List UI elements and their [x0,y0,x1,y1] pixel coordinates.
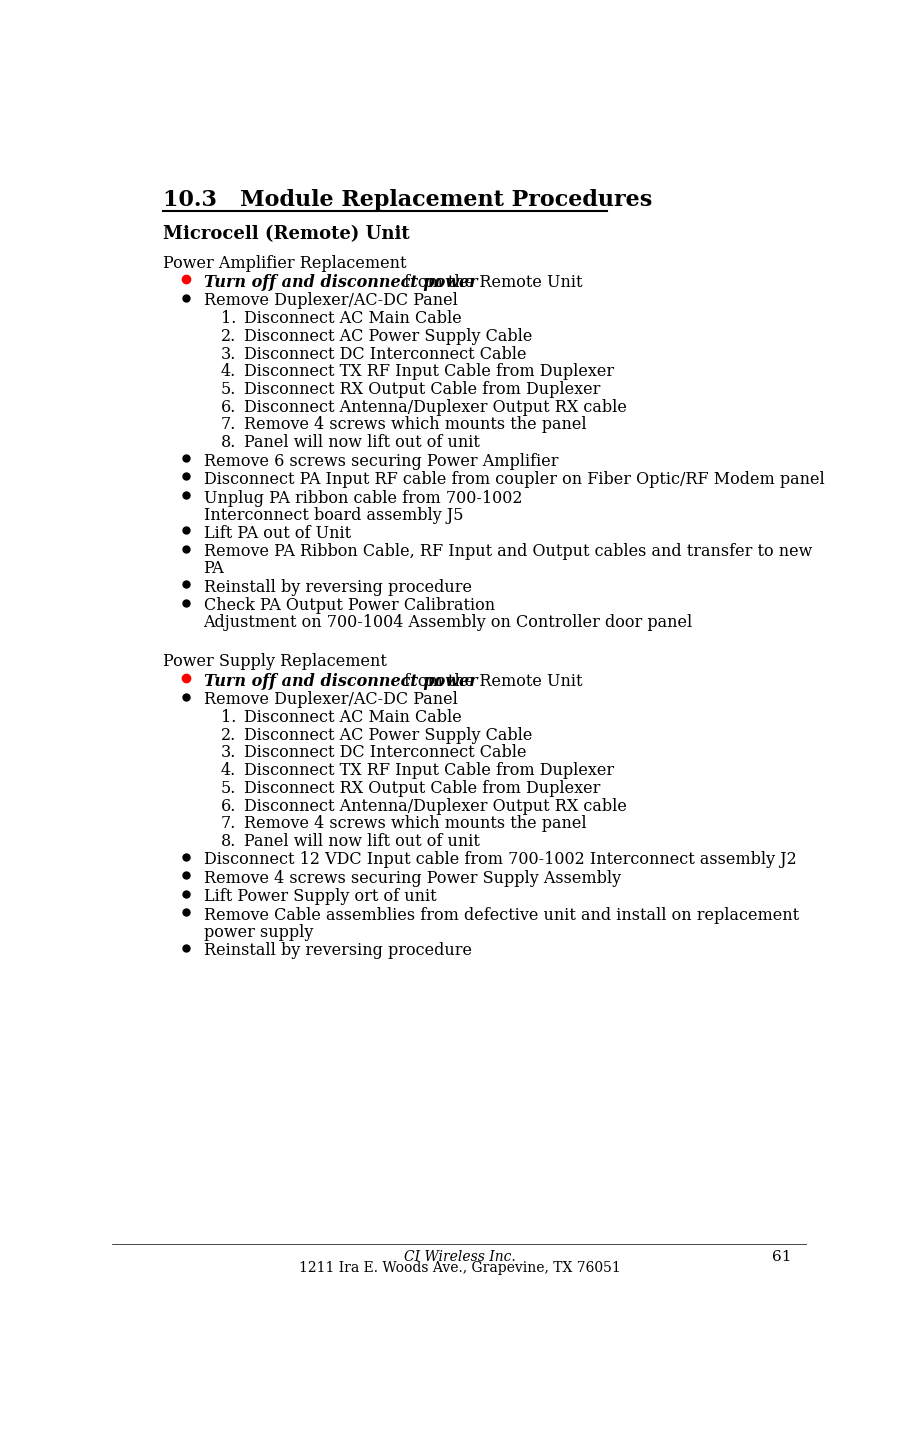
Text: Lift Power Supply ort of unit: Lift Power Supply ort of unit [204,889,436,906]
Text: 2.: 2. [221,727,236,744]
Text: Remove Duplexer/AC-DC Panel: Remove Duplexer/AC-DC Panel [204,691,457,708]
Text: 7.: 7. [221,416,236,434]
Text: Disconnect AC Main Cable: Disconnect AC Main Cable [244,709,462,727]
Text: Check PA Output Power Calibration: Check PA Output Power Calibration [204,597,495,615]
Text: Disconnect PA Input RF cable from coupler on Fiber Optic/RF Modem panel: Disconnect PA Input RF cable from couple… [204,471,824,488]
Text: Disconnect TX RF Input Cable from Duplexer: Disconnect TX RF Input Cable from Duplex… [244,363,614,381]
Text: 5.: 5. [221,780,236,797]
Text: 6.: 6. [221,399,236,415]
Text: 3.: 3. [221,346,236,362]
Text: Power Amplifier Replacement: Power Amplifier Replacement [162,256,406,273]
Text: 3.: 3. [221,744,236,761]
Text: Interconnect board assembly J5: Interconnect board assembly J5 [204,507,463,524]
Text: Disconnect RX Output Cable from Duplexer: Disconnect RX Output Cable from Duplexer [244,381,600,398]
Text: from the Remote Unit: from the Remote Unit [399,274,582,292]
Text: Remove 4 screws which mounts the panel: Remove 4 screws which mounts the panel [244,416,587,434]
Text: 5.: 5. [221,381,236,398]
Text: 10.3   Module Replacement Procedures: 10.3 Module Replacement Procedures [162,190,652,211]
Text: Disconnect Antenna/Duplexer Output RX cable: Disconnect Antenna/Duplexer Output RX ca… [244,399,627,415]
Text: 1211 Ira E. Woods Ave., Grapevine, TX 76051: 1211 Ira E. Woods Ave., Grapevine, TX 76… [299,1261,621,1275]
Text: Disconnect AC Power Supply Cable: Disconnect AC Power Supply Cable [244,327,532,345]
Text: Remove PA Ribbon Cable, RF Input and Output cables and transfer to new: Remove PA Ribbon Cable, RF Input and Out… [204,543,812,560]
Text: Disconnect TX RF Input Cable from Duplexer: Disconnect TX RF Input Cable from Duplex… [244,763,614,780]
Text: Lift PA out of Unit: Lift PA out of Unit [204,526,351,541]
Text: Disconnect DC Interconnect Cable: Disconnect DC Interconnect Cable [244,744,527,761]
Text: Unplug PA ribbon cable from 700-1002: Unplug PA ribbon cable from 700-1002 [204,490,522,507]
Text: Disconnect DC Interconnect Cable: Disconnect DC Interconnect Cable [244,346,527,362]
Text: Panel will now lift out of unit: Panel will now lift out of unit [244,833,480,850]
Text: 8.: 8. [221,434,236,451]
Text: CI Wireless Inc.: CI Wireless Inc. [404,1251,516,1264]
Text: Remove Cable assemblies from defective unit and install on replacement: Remove Cable assemblies from defective u… [204,908,798,923]
Text: Panel will now lift out of unit: Panel will now lift out of unit [244,434,480,451]
Text: Remove 6 screws securing Power Amplifier: Remove 6 screws securing Power Amplifier [204,452,558,470]
Text: 8.: 8. [221,833,236,850]
Text: Reinstall by reversing procedure: Reinstall by reversing procedure [204,579,472,596]
Text: power supply: power supply [204,923,313,941]
Text: 7.: 7. [221,816,236,833]
Text: 2.: 2. [221,327,236,345]
Text: Turn off and disconnect power: Turn off and disconnect power [204,673,477,689]
Text: Microcell (Remote) Unit: Microcell (Remote) Unit [162,224,409,243]
Text: 1.: 1. [221,310,236,327]
Text: Disconnect AC Power Supply Cable: Disconnect AC Power Supply Cable [244,727,532,744]
Text: 6.: 6. [221,797,236,814]
Text: Adjustment on 700-1004 Assembly on Controller door panel: Adjustment on 700-1004 Assembly on Contr… [204,615,692,632]
Text: PA: PA [204,560,224,577]
Text: Remove 4 screws securing Power Supply Assembly: Remove 4 screws securing Power Supply As… [204,870,621,887]
Text: from the Remote Unit: from the Remote Unit [399,673,582,689]
Text: Remove 4 screws which mounts the panel: Remove 4 screws which mounts the panel [244,816,587,833]
Text: Disconnect Antenna/Duplexer Output RX cable: Disconnect Antenna/Duplexer Output RX ca… [244,797,627,814]
Text: Power Supply Replacement: Power Supply Replacement [162,653,387,669]
Text: 1.: 1. [221,709,236,727]
Text: Disconnect AC Main Cable: Disconnect AC Main Cable [244,310,462,327]
Text: Remove Duplexer/AC-DC Panel: Remove Duplexer/AC-DC Panel [204,293,457,309]
Text: Reinstall by reversing procedure: Reinstall by reversing procedure [204,942,472,959]
Text: Disconnect 12 VDC Input cable from 700-1002 Interconnect assembly J2: Disconnect 12 VDC Input cable from 700-1… [204,852,797,869]
Text: 4.: 4. [221,363,236,381]
Text: 61: 61 [772,1251,792,1264]
Text: Disconnect RX Output Cable from Duplexer: Disconnect RX Output Cable from Duplexer [244,780,600,797]
Text: 4.: 4. [221,763,236,780]
Text: Turn off and disconnect power: Turn off and disconnect power [204,274,477,292]
